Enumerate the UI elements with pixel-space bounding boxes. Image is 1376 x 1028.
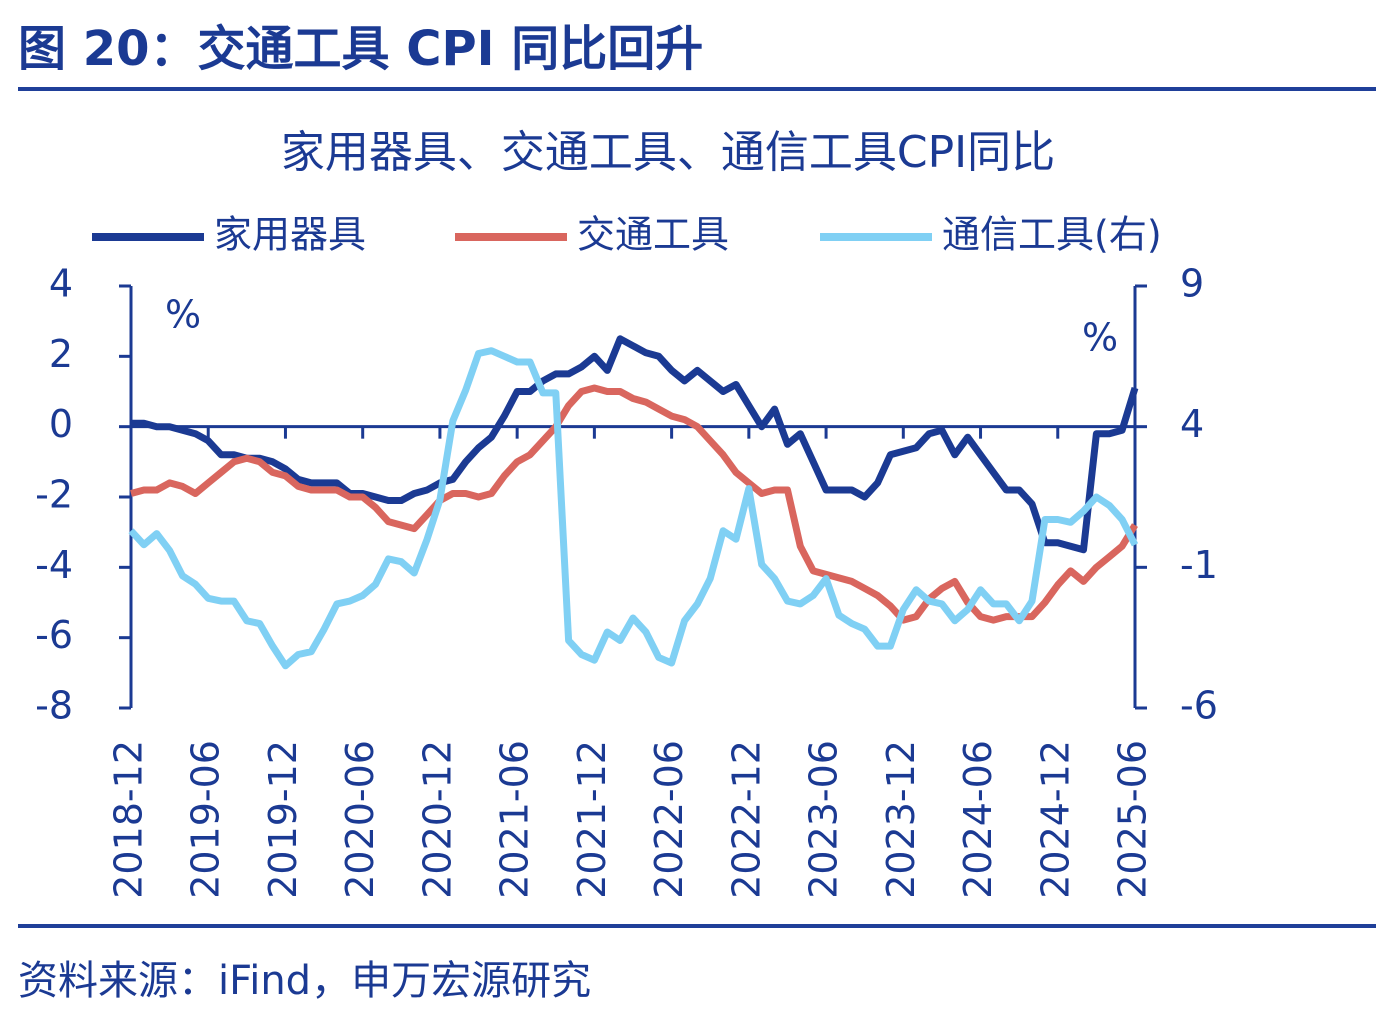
chart-title: 家用器具、交通工具、通信工具CPI同比 (281, 127, 1055, 178)
x-tick-label: 2019-06 (184, 740, 228, 899)
x-tick-label: 2020-12 (415, 740, 459, 899)
x-tick-label: 2018-12 (107, 740, 151, 899)
y-tick-label: -2 (35, 473, 73, 517)
y-tick-label: 4 (49, 262, 73, 306)
y-tick-label: 2 (49, 332, 73, 376)
x-tick-label: 2019-12 (261, 740, 305, 899)
y-unit: % (165, 293, 201, 337)
x-tick-label: 2023-12 (879, 740, 923, 899)
legend-label: 家用器具 (214, 213, 366, 257)
x-tick-label: 2020-06 (338, 740, 382, 899)
x-tick-label: 2023-06 (802, 740, 846, 899)
y2-tick-label: -6 (1180, 684, 1218, 728)
x-tick-label: 2025-06 (1111, 740, 1155, 899)
source: 资料来源：iFind，申万宏源研究 (18, 958, 591, 1004)
x-tick-label: 2022-06 (647, 740, 691, 899)
legend-label: 交通工具 (577, 213, 729, 257)
x-tick-label: 2024-06 (956, 740, 1000, 899)
y2-unit: % (1082, 316, 1118, 360)
y-tick-label: -6 (35, 613, 73, 657)
x-tick-label: 2021-12 (570, 740, 614, 899)
series-line (131, 335, 1139, 554)
series-line (128, 347, 1139, 670)
legend-label: 通信工具(右) (942, 213, 1162, 257)
y2-tick-label: 9 (1180, 262, 1204, 306)
x-tick-label: 2022-12 (724, 740, 768, 899)
y2-tick-label: 4 (1180, 402, 1204, 446)
y-tick-label: 0 (49, 402, 73, 446)
y2-tick-label: -1 (1180, 543, 1218, 587)
y-tick-label: -4 (35, 543, 73, 587)
y-tick-label: -8 (35, 684, 73, 728)
series-line (130, 384, 1138, 624)
header-title: 图 20：交通工具 CPI 同比回升 (18, 21, 703, 77)
x-tick-label: 2021-06 (493, 740, 537, 899)
x-tick-label: 2024-12 (1033, 740, 1077, 899)
